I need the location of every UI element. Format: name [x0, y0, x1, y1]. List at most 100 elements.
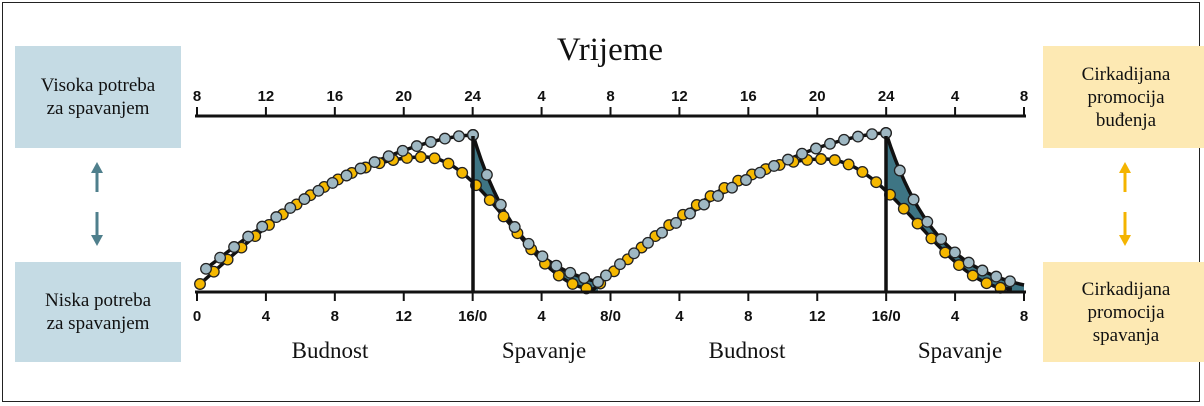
phase-label-wake-1: Budnost	[292, 338, 369, 363]
circadian-dot	[856, 165, 869, 178]
circadian-dot	[842, 158, 855, 171]
sleep-pressure-dot	[592, 276, 604, 288]
bottom-tick-label: 16/0	[872, 308, 901, 325]
sleep-pressure-dot	[298, 193, 311, 206]
circadian-dot	[925, 232, 938, 245]
sleep-pressure-dot	[935, 233, 948, 246]
circadian-wake-promotion-box: Cirkadijana promocija buđenja	[1043, 46, 1204, 148]
sleep-pressure-dot	[1004, 275, 1016, 288]
sleep-pressure-dot	[656, 226, 668, 239]
circadian-dot	[442, 157, 455, 170]
top-tick-label: 8	[606, 88, 614, 105]
sleep-pressure-dot	[824, 137, 836, 150]
sleep-area-2-mask	[886, 190, 1012, 292]
sleep-pressure-dot	[796, 147, 808, 160]
wake-promotion-line-3: buđenja	[1095, 109, 1157, 131]
circadian-dot	[939, 246, 952, 259]
sleep-pressure-dot	[852, 130, 864, 143]
circadian-dot	[456, 166, 469, 179]
sleep-pressure-dot	[326, 176, 339, 189]
sleep-pressure-dot	[642, 236, 654, 249]
left-up-arrow	[91, 162, 103, 192]
top-tick-label: 8	[193, 88, 201, 105]
circadian-dot	[870, 176, 883, 189]
sleep-pressure-dot	[893, 164, 906, 177]
sleep-pressure-dot	[536, 250, 549, 263]
sleep-pressure-dot	[948, 246, 961, 259]
sleep-pressure-dot	[452, 130, 465, 143]
top-tick-label: 16	[326, 88, 343, 105]
circadian-dot	[828, 154, 841, 167]
top-tick-label: 24	[464, 88, 481, 105]
sleep-pressure-dot	[990, 270, 1003, 283]
sleep-pressure-dot	[438, 132, 451, 145]
circadian-dot	[414, 151, 427, 163]
circadian-dot	[428, 152, 441, 165]
top-tick-label: 8	[1020, 88, 1028, 105]
sleep-pressure-dot	[726, 181, 738, 194]
circadian-dot	[911, 217, 924, 230]
sleep-pressure-dot	[312, 184, 325, 197]
low-sleep-need-box: Niska potreba za spavanjem	[15, 262, 181, 362]
circadian-dot	[552, 269, 565, 282]
sleep-pressure-dot	[284, 201, 297, 214]
bottom-tick-label: 4	[262, 308, 271, 325]
sleep-pressure-dot	[214, 251, 227, 264]
sleep-pressure-dot	[810, 142, 822, 155]
bottom-tick-label: 4	[951, 308, 960, 325]
sleep-pressure-dot	[614, 258, 626, 271]
sleep-pressure-dot	[907, 193, 920, 206]
sleep-pressure-dot	[382, 150, 395, 163]
right-up-arrow	[1119, 162, 1131, 192]
bottom-tick-label: 16/0	[458, 308, 487, 325]
sleep-pressure-dots	[200, 127, 1016, 288]
top-tick-label: 24	[878, 88, 895, 105]
sleep-pressure-dot	[228, 241, 241, 253]
top-tick-label: 16	[740, 88, 757, 105]
circadian-dot	[815, 153, 827, 165]
sleep-pressure-dot	[424, 136, 437, 148]
sleep-area-1-mask	[473, 182, 594, 292]
circadian-dots	[194, 151, 1007, 295]
sleep-pressure-dot	[921, 215, 934, 228]
sleep-promotion-line-2: promocija	[1087, 301, 1165, 323]
sleep-pressure-dot	[480, 168, 493, 181]
sleep-pressure-dot	[270, 211, 283, 224]
time-axis-title: Vrijeme	[557, 32, 663, 68]
bottom-tick-label: 8	[744, 308, 752, 325]
circadian-dot	[497, 210, 510, 223]
bottom-tick-label: 8/0	[600, 308, 621, 325]
phase-label-wake-2: Budnost	[709, 338, 786, 363]
bottom-axis-ticks: 0 4 8 12 16/0 4 8/0 4 8 12 16/0 4 8	[193, 292, 1028, 325]
sleep-pressure-dot	[684, 207, 696, 220]
phase-label-sleep-2: Spavanje	[918, 338, 1002, 363]
sleep-pressure-dot	[866, 128, 878, 141]
sleep-promotion-line-3: spavanja	[1092, 324, 1160, 346]
sleep-pressure-dot	[600, 269, 612, 282]
sleep-pressure-dot	[768, 159, 780, 172]
top-tick-label: 20	[395, 88, 412, 105]
top-axis-ticks: 8 12 16 20 24 4 8 12 16 20 24 4 8	[193, 88, 1028, 116]
bottom-tick-label: 0	[193, 308, 201, 325]
low-sleep-need-line-2: za spavanjem	[46, 313, 150, 334]
circadian-dot	[897, 202, 910, 215]
top-tick-label: 20	[809, 88, 826, 105]
wake-promotion-line-2: promocija	[1087, 86, 1165, 108]
bottom-tick-label: 12	[809, 308, 826, 325]
circadian-dot	[966, 269, 979, 282]
sleep-pressure-dot	[670, 216, 682, 229]
top-tick-label: 12	[258, 88, 275, 105]
top-tick-label: 4	[951, 88, 960, 105]
sleep-pressure-dot	[494, 198, 507, 211]
right-down-arrow	[1119, 212, 1131, 246]
sleep-pressure-dot	[712, 189, 724, 202]
sleep-pressure-dot	[368, 156, 381, 169]
sleep-pressure-dot	[838, 133, 850, 146]
sleep-pressure-dot	[242, 230, 255, 243]
circadian-dot	[953, 259, 965, 272]
phase-label-sleep-1: Spavanje	[502, 338, 586, 363]
sleep-shaded-areas	[473, 133, 1024, 292]
sleep-pressure-dot	[396, 144, 409, 157]
